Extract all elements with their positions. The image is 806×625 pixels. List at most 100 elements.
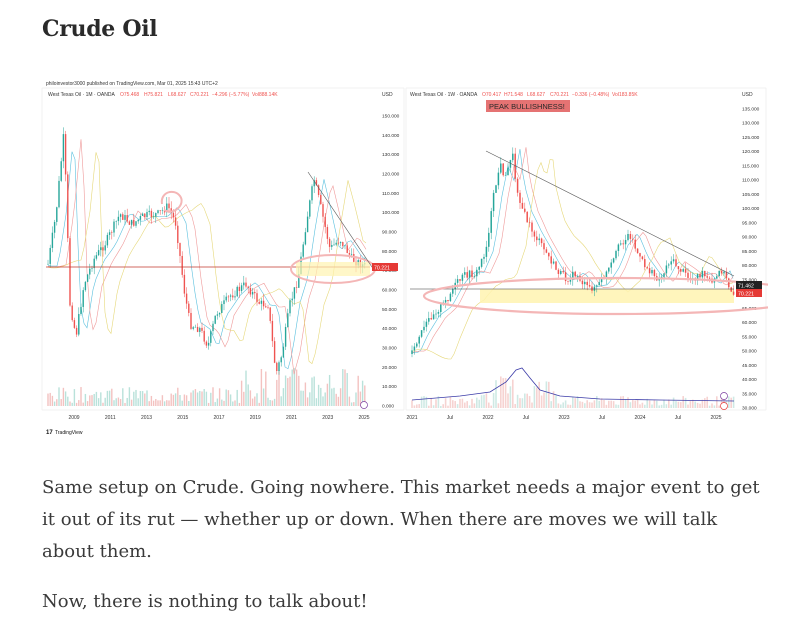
volume-bar [514,404,516,408]
candle-body [190,312,192,329]
volume-bar [644,404,646,408]
candle-body [483,256,485,259]
candle-body [227,296,230,298]
volume-bar [538,381,540,408]
volume-bar [278,369,280,406]
volume-bar [627,397,629,408]
candle-body [247,286,249,288]
price-tick-label: 105.000 [742,192,760,198]
right-price-axis: 135.000 130.000 125.000 120.000 115.000 110.0… [742,107,760,412]
volume-bar [348,396,351,406]
volume-bar [232,401,234,406]
price-tick-label: 150.000 [382,114,400,120]
volume-bar [320,387,322,406]
paragraph-closing: Now, there is nothing to talk about! [42,591,368,612]
candle-body [304,232,307,245]
price-tick-label: 50.000 [382,307,397,313]
volume-bar [93,393,95,406]
volume-bar [483,394,485,408]
time-tick-label: 2021 [406,415,417,421]
candle-body [636,248,639,254]
volume-bar [660,404,663,408]
candle-body [459,279,461,281]
volume-bar [210,392,212,406]
candle-body [557,269,560,274]
volume-bar [540,395,543,408]
candle-body [337,242,340,244]
volume-bar [603,400,605,408]
volume-bar [179,394,181,406]
time-tick-label: 2019 [250,415,261,421]
volume-bar [620,396,622,408]
candle-body [287,313,289,328]
candle-body [67,174,69,239]
volume-bar [663,399,665,408]
volume-bar [58,387,60,406]
candle-body [126,215,128,222]
left-current-price: 70.221 [374,266,390,272]
candle-body [648,268,651,274]
volume-bar [183,394,186,406]
candle-body [172,212,175,218]
price-tick-label: 60.000 [742,320,757,326]
volume-bar [634,400,636,408]
candle-body [194,326,197,328]
volume-bar [159,400,161,406]
volume-bar [247,384,249,406]
candle-body [730,287,732,292]
candle-body [73,320,76,328]
candle-body [413,346,416,351]
candle-body [490,211,492,233]
candle-body [596,285,598,287]
candle-body [170,208,172,213]
volume-bar [672,397,675,408]
candle-body [560,271,562,274]
right-ohlc-close: C70.221 [550,92,569,98]
time-tick-label: Jul [523,415,529,421]
right-annotation: PEAK BULLISHNESS! [489,102,565,111]
volume-bar [328,374,331,406]
candle-body [234,296,236,298]
price-tick-label: 10.000 [382,384,397,390]
candle-body [608,267,610,272]
volume-bar [269,400,271,406]
time-tick-label: 2025 [710,415,721,421]
volume-bar [617,404,620,408]
right-ohlc-change: −0.336 (−0.48%) [572,92,610,98]
candle-body [291,298,293,301]
volume-bar [163,401,166,406]
volume-bar [291,369,293,406]
volume-bar [218,388,221,406]
candle-body [201,327,203,331]
volume-bar [302,390,304,406]
right-support-circle [422,276,768,316]
candle-body [641,256,644,260]
price-tick-label: 70.000 [382,268,397,274]
candle-body [504,175,507,176]
time-tick-label: 2023 [322,415,333,421]
candle-body [478,266,480,270]
volume-bar [64,391,67,406]
candle-body [468,270,471,278]
candle-body [260,300,263,304]
volume-bar [622,396,624,408]
candle-body [69,238,71,306]
volume-bar [555,395,557,408]
time-tick-label: Jul [447,415,453,421]
volume-bar [113,400,115,406]
candle-body [555,261,557,270]
price-tick-label: 140.000 [382,133,400,139]
candle-body [75,327,78,335]
candle-body [62,134,65,162]
candle-body [670,261,672,265]
candle-body [533,231,536,237]
volume-bar [492,393,495,408]
candle-body [293,287,296,299]
volume-bar [728,396,730,408]
volume-bar [480,395,483,408]
volume-bar [526,393,528,408]
candle-body [586,281,588,286]
volume-bar [216,398,219,406]
candle-body [210,331,212,343]
candle-body [569,279,572,282]
